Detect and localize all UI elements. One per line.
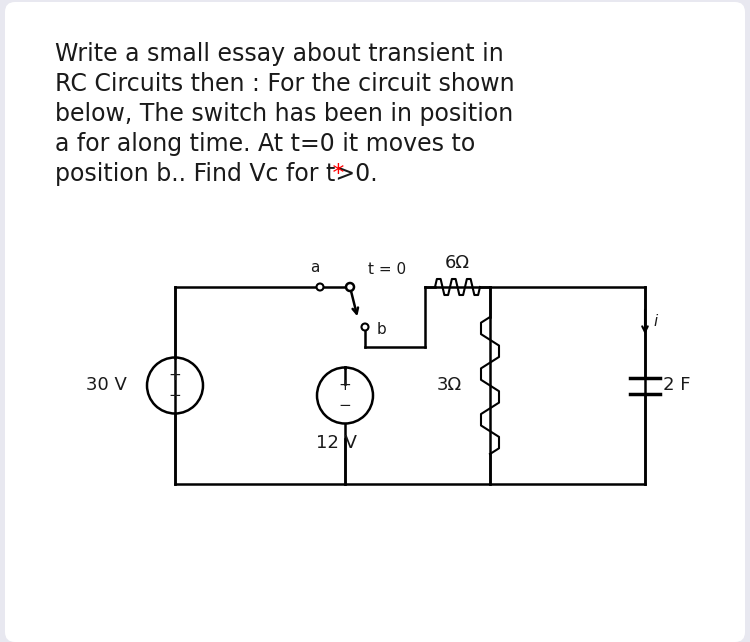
Text: a: a [310,260,320,275]
Text: *: * [325,162,344,186]
Text: −: − [169,388,182,403]
Circle shape [316,284,323,290]
Text: t = 0: t = 0 [368,262,407,277]
FancyBboxPatch shape [5,2,745,642]
Text: 30 V: 30 V [86,376,127,394]
Text: Write a small essay about transient in: Write a small essay about transient in [55,42,504,66]
Text: RC Circuits then : For the circuit shown: RC Circuits then : For the circuit shown [55,72,514,96]
Circle shape [346,283,354,291]
Text: position b.. Find Vc for t>0.: position b.. Find Vc for t>0. [55,162,377,186]
Text: 2 F: 2 F [663,376,691,394]
Text: below, The switch has been in position: below, The switch has been in position [55,102,513,126]
Text: +: + [339,378,351,393]
Text: i: i [653,315,657,329]
Text: b: b [377,322,387,336]
Text: 12 V: 12 V [316,435,358,453]
Text: a for along time. At t=0 it moves to: a for along time. At t=0 it moves to [55,132,476,156]
Circle shape [362,324,368,331]
Text: −: − [339,398,351,413]
Text: +: + [169,368,182,383]
Text: 6Ω: 6Ω [445,254,470,272]
Text: 3Ω: 3Ω [436,376,462,394]
